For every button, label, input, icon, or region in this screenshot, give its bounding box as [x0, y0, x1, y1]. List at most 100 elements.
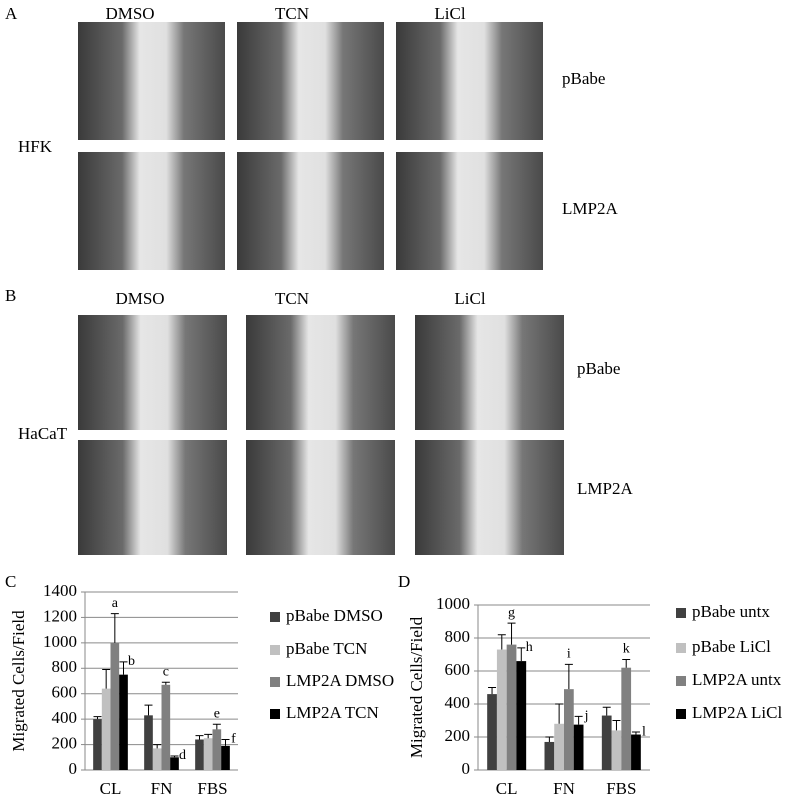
column-header: DMSO — [115, 289, 164, 308]
legend-swatch — [270, 645, 280, 655]
bar — [544, 741, 555, 770]
error-bar — [170, 755, 179, 758]
y-tick-label: 1000 — [436, 594, 470, 613]
legend-swatch — [676, 608, 686, 618]
bar — [161, 684, 171, 770]
error-bar — [622, 658, 631, 668]
y-tick-label: 0 — [69, 759, 78, 778]
annotation: k — [623, 642, 630, 657]
bar — [487, 694, 497, 770]
bar — [144, 715, 153, 770]
cell-line-label: HFK — [18, 137, 53, 156]
x-tick-label: CL — [100, 779, 122, 798]
bar — [170, 757, 179, 770]
legend-swatch — [270, 677, 280, 687]
panel-letter: B — [5, 286, 16, 305]
panel-letter: A — [5, 4, 18, 23]
legend-label: pBabe untx — [692, 602, 770, 621]
bar — [195, 739, 204, 770]
y-tick-label: 600 — [445, 660, 471, 679]
row-label: LMP2A — [562, 199, 618, 218]
micrograph — [396, 152, 543, 270]
bar — [110, 642, 120, 770]
bar — [554, 723, 564, 770]
error-bar — [545, 736, 554, 742]
column-header: TCN — [275, 289, 309, 308]
y-tick-label: 200 — [52, 733, 78, 752]
error-bar — [574, 715, 583, 725]
annotation: b — [128, 654, 135, 669]
micrograph — [246, 440, 395, 555]
annotation: l — [642, 724, 646, 739]
bar — [203, 738, 213, 770]
micrograph — [78, 152, 225, 270]
y-tick-label: 1200 — [43, 606, 77, 625]
micrograph — [78, 315, 227, 430]
y-tick-label: 800 — [445, 627, 471, 646]
row-label: pBabe — [562, 69, 605, 88]
legend-swatch — [676, 676, 686, 686]
legend-swatch — [676, 709, 686, 719]
column-header: LiCl — [434, 4, 465, 23]
micrograph — [415, 440, 564, 555]
annotation: a — [112, 596, 119, 611]
legend-label: LMP2A untx — [692, 670, 782, 689]
error-bar — [497, 634, 506, 650]
error-bar — [221, 738, 230, 746]
legend-label: LMP2A TCN — [286, 703, 379, 722]
column-header: TCN — [275, 4, 309, 23]
bar — [496, 649, 507, 770]
bar — [601, 715, 612, 770]
legend-label: LMP2A DMSO — [286, 671, 394, 690]
annotation: j — [584, 709, 589, 724]
bar — [621, 667, 632, 770]
bar — [119, 674, 128, 770]
error-bar — [204, 733, 213, 739]
column-header: LiCl — [454, 289, 485, 308]
legend-swatch — [676, 643, 686, 653]
legend-label: pBabe TCN — [286, 639, 367, 658]
x-tick-label: FBS — [197, 779, 227, 798]
legend-label: pBabe LiCl — [692, 637, 771, 656]
legend-label: LMP2A LiCl — [692, 703, 782, 722]
bar — [573, 724, 584, 770]
y-tick-label: 600 — [52, 683, 78, 702]
bar — [152, 748, 162, 770]
panel-letter: D — [398, 572, 410, 591]
bar — [506, 644, 517, 770]
error-bar — [212, 723, 221, 730]
x-tick-label: FN — [151, 779, 173, 798]
micrograph — [237, 22, 384, 140]
micrograph — [415, 315, 564, 430]
bar — [93, 719, 102, 770]
bar — [212, 729, 222, 770]
error-bar — [507, 622, 516, 645]
y-axis-label: Migrated Cells/Field — [407, 616, 426, 758]
error-bar — [612, 720, 621, 731]
y-tick-label: 800 — [52, 657, 78, 676]
legend-label: pBabe DMSO — [286, 606, 383, 625]
y-axis-label: Migrated Cells/Field — [9, 610, 28, 752]
error-bar — [161, 681, 170, 685]
bar — [611, 730, 622, 770]
error-bar — [517, 647, 526, 662]
bar — [564, 689, 574, 770]
y-tick-label: 1000 — [43, 632, 77, 651]
error-bar — [564, 663, 573, 690]
error-bar — [110, 613, 119, 643]
y-tick-label: 1400 — [43, 581, 77, 600]
annotation: c — [163, 664, 169, 679]
bar — [221, 745, 230, 770]
error-bar — [488, 687, 497, 695]
error-bar — [144, 704, 153, 716]
column-header: DMSO — [105, 4, 154, 23]
annotation: i — [567, 647, 571, 662]
error-bar — [102, 669, 111, 689]
x-tick-label: FN — [553, 779, 575, 798]
y-tick-label: 400 — [445, 693, 471, 712]
micrograph — [78, 22, 225, 140]
micrograph — [78, 440, 227, 555]
bar — [516, 661, 527, 770]
micrograph — [237, 152, 384, 270]
